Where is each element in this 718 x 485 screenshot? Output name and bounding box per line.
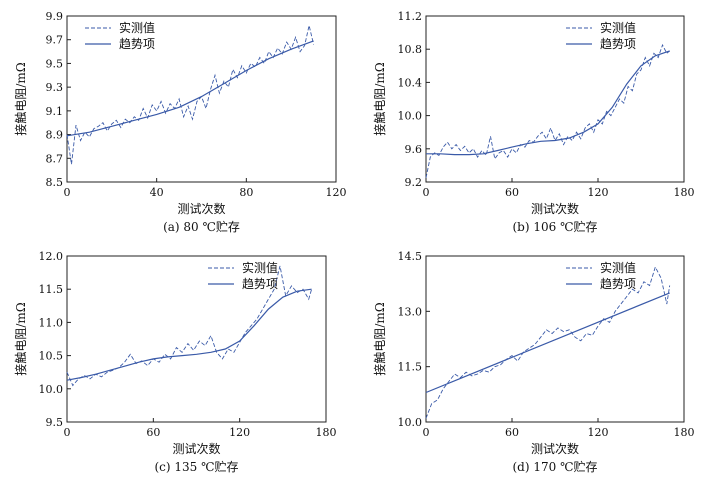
trend-series-line bbox=[425, 292, 670, 394]
y-axis-label: 接触电阻/mΩ bbox=[13, 302, 28, 375]
x-tick-label: 120 bbox=[588, 426, 609, 439]
y-axis-label: 接触电阻/mΩ bbox=[13, 62, 28, 135]
x-tick-label: 40 bbox=[150, 186, 164, 199]
x-tick-label: 180 bbox=[674, 186, 695, 199]
y-tick-label: 12.0 bbox=[39, 250, 64, 263]
y-tick-label: 10.0 bbox=[398, 416, 423, 429]
chart-panel-4: 0 60 120 180 10.0 11.5 13.0 14.5 测试次数 接触电阻/mΩ (d) … bbox=[372, 250, 695, 474]
y-tick-label: 10.5 bbox=[39, 350, 64, 363]
measured-series-line bbox=[425, 265, 671, 419]
measured-series-line bbox=[425, 43, 670, 178]
chart-panel-2: 0 60 120 180 9.2 9.6 10.0 10.4 10.8 11.2 测试次数 接触电阻/… bbox=[372, 10, 695, 234]
x-axis-label: 测试次数 bbox=[172, 441, 220, 456]
x-tick-label: 120 bbox=[326, 186, 347, 199]
chart-panel-3: 0 60 120 180 9.5 10.0 10.5 11.0 11.5 12.0 测试次数 接触电阻… bbox=[13, 250, 337, 474]
legend-label: 趋势项 bbox=[119, 37, 155, 51]
x-axis-label: 测试次数 bbox=[177, 201, 225, 216]
measured-series-line bbox=[66, 25, 315, 165]
y-tick-label: 14.5 bbox=[398, 250, 423, 263]
y-tick-label: 11.2 bbox=[398, 10, 423, 23]
y-tick-label: 9.7 bbox=[46, 34, 64, 47]
y-tick-label: 10.8 bbox=[398, 43, 423, 56]
y-tick-label: 11.5 bbox=[398, 361, 423, 374]
y-tick-label: 9.3 bbox=[46, 81, 64, 94]
y-tick-label: 10.4 bbox=[398, 76, 423, 89]
x-tick-label: 0 bbox=[64, 186, 71, 199]
plot-frame bbox=[425, 15, 685, 183]
trend-series-line bbox=[66, 40, 314, 137]
y-tick-label: 11.0 bbox=[39, 316, 64, 329]
x-axis-label: 测试次数 bbox=[531, 441, 579, 456]
legend-label: 实测值 bbox=[119, 20, 155, 35]
y-tick-label: 9.5 bbox=[46, 416, 64, 429]
x-tick-label: 60 bbox=[505, 186, 519, 199]
y-tick-label: 9.9 bbox=[46, 10, 64, 23]
plot-frame bbox=[66, 15, 337, 183]
y-tick-label: 8.9 bbox=[46, 129, 64, 142]
chart-panel-1: 0 40 80 120 8.5 8.7 8.9 9.1 9.3 9.5 9.7 9.9 测试次数 接触电阻… bbox=[13, 10, 347, 234]
x-tick-label: 180 bbox=[316, 426, 337, 439]
x-tick-label: 120 bbox=[588, 186, 609, 199]
y-tick-label: 9.2 bbox=[405, 176, 423, 189]
y-axis-label: 接触电阻/mΩ bbox=[372, 62, 387, 135]
x-tick-label: 180 bbox=[674, 426, 695, 439]
x-tick-label: 0 bbox=[423, 186, 430, 199]
panel-caption: (a) 80 ℃贮存 bbox=[163, 219, 240, 234]
y-tick-label: 11.5 bbox=[39, 283, 64, 296]
plot-frame bbox=[425, 255, 685, 423]
panel-caption: (d) 170 ℃贮存 bbox=[512, 459, 597, 474]
trend-series-line bbox=[66, 288, 312, 381]
panel-caption: (c) 135 ℃贮存 bbox=[154, 459, 238, 474]
legend-label: 趋势项 bbox=[242, 277, 278, 291]
trend-series-line bbox=[426, 50, 670, 156]
y-tick-label: 8.7 bbox=[46, 152, 64, 165]
legend-label: 实测值 bbox=[600, 20, 636, 35]
y-tick-label: 9.1 bbox=[46, 105, 64, 118]
y-axis-label: 接触电阻/mΩ bbox=[372, 302, 387, 375]
legend-label: 趋势项 bbox=[600, 277, 636, 291]
x-tick-label: 0 bbox=[423, 426, 430, 439]
measured-series-line bbox=[66, 265, 313, 387]
y-tick-label: 10.0 bbox=[39, 383, 64, 396]
y-tick-label: 9.6 bbox=[405, 143, 423, 156]
x-tick-label: 60 bbox=[505, 426, 519, 439]
x-axis-label: 测试次数 bbox=[531, 201, 579, 216]
legend-label: 实测值 bbox=[242, 260, 278, 275]
legend-label: 趋势项 bbox=[600, 37, 636, 51]
legend-label: 实测值 bbox=[600, 260, 636, 275]
x-tick-label: 60 bbox=[146, 426, 160, 439]
y-tick-label: 8.5 bbox=[46, 176, 64, 189]
x-tick-label: 0 bbox=[64, 426, 71, 439]
x-tick-label: 80 bbox=[239, 186, 253, 199]
plot-frame bbox=[66, 255, 327, 423]
panel-caption: (b) 106 ℃贮存 bbox=[512, 219, 597, 234]
x-tick-label: 120 bbox=[229, 426, 250, 439]
y-tick-label: 10.0 bbox=[398, 110, 423, 123]
y-tick-label: 13.0 bbox=[398, 305, 423, 318]
y-tick-label: 9.5 bbox=[46, 57, 64, 70]
